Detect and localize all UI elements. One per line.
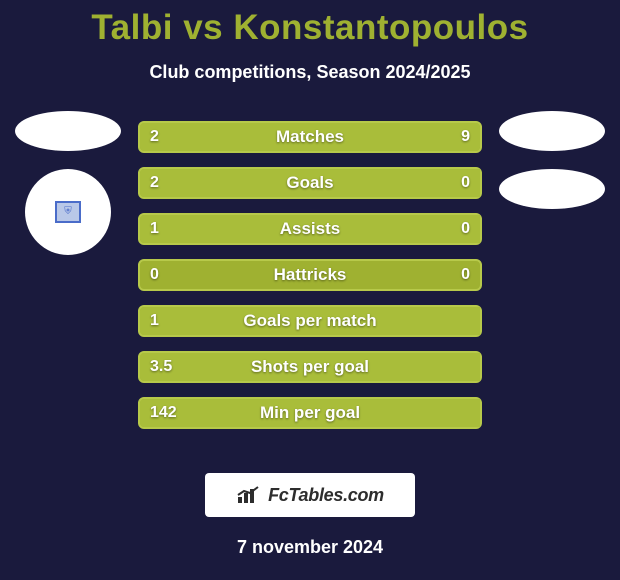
stat-row: Goals20 — [138, 167, 482, 199]
player-left-club-badge-icon — [25, 169, 111, 255]
subtitle: Club competitions, Season 2024/2025 — [0, 62, 620, 83]
stat-row: Shots per goal3.5 — [138, 351, 482, 383]
page-title: Talbi vs Konstantopoulos — [0, 0, 620, 48]
player-right-column — [492, 111, 612, 209]
stat-row: Hattricks0 0 — [138, 259, 482, 291]
brand-chart-icon — [236, 485, 262, 505]
stat-value-left: 0 — [150, 261, 159, 289]
stat-row: Matches29 — [138, 121, 482, 153]
comparison-stage: Matches29 Goals20 Assists10 Hattricks0 0 Goal… — [0, 121, 620, 451]
stat-label: Hattricks — [140, 261, 480, 289]
brand-text: FcTables.com — [268, 485, 384, 506]
player-left-column — [8, 111, 128, 255]
brand-badge: FcTables.com — [205, 473, 415, 517]
stat-fill-left — [140, 307, 480, 335]
stat-value-right: 0 — [461, 261, 470, 289]
stat-fill-left — [140, 353, 480, 381]
player-right-silhouette-icon — [499, 111, 605, 151]
stat-fill-left — [140, 169, 480, 197]
stat-fill-left — [140, 215, 480, 243]
stat-fill-right — [201, 123, 480, 151]
stat-row: Goals per match1 — [138, 305, 482, 337]
player-right-club-placeholder-icon — [499, 169, 605, 209]
stat-row: Assists10 — [138, 213, 482, 245]
footer-date: 7 november 2024 — [0, 537, 620, 558]
stat-row: Min per goal142 — [138, 397, 482, 429]
stat-fill-left — [140, 399, 480, 427]
player-left-silhouette-icon — [15, 111, 121, 151]
stat-bars: Matches29 Goals20 Assists10 Hattricks0 0 Goal… — [138, 121, 482, 429]
stat-fill-left — [140, 123, 201, 151]
